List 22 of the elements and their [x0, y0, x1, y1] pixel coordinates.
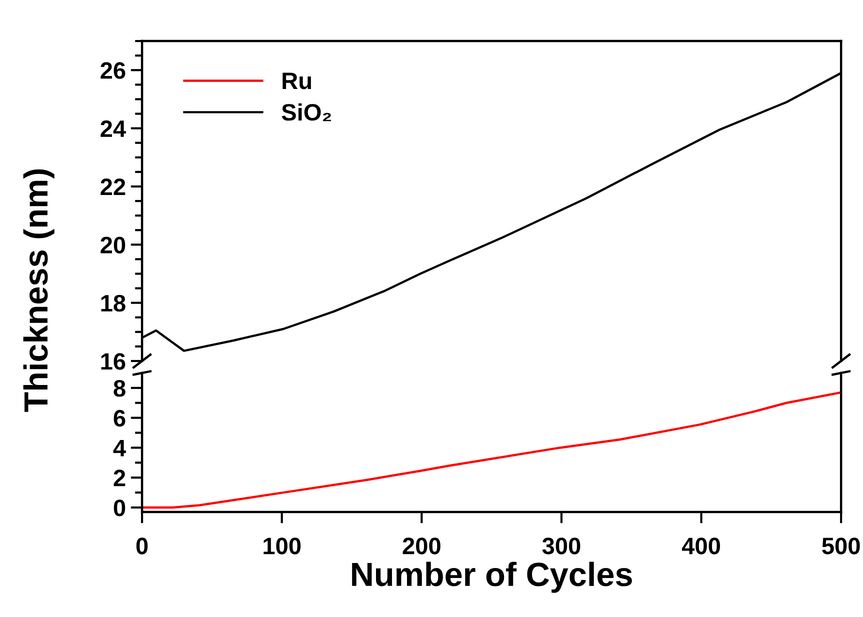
y-tick-label: 8: [114, 380, 126, 397]
x-tick-label: 200: [402, 538, 440, 554]
x-tick-label: 0: [136, 538, 148, 554]
line-series: [142, 391, 842, 509]
legend-label: SiO₂: [282, 103, 332, 122]
y-tick-label: 6: [114, 410, 126, 427]
x-tick-label: 500: [822, 538, 860, 554]
legend-label: Ru: [282, 72, 311, 90]
y-tick-label: 20: [100, 236, 126, 254]
y-tick-label: 18: [101, 294, 126, 312]
y-axis-title: Thickness (nm): [23, 169, 54, 412]
y-tick-label: 16: [101, 353, 126, 370]
y-tick-label: 22: [100, 178, 126, 196]
x-tick-label: 400: [682, 538, 720, 554]
y-tick-label: 2: [114, 470, 126, 486]
y-tick-label: 24: [100, 120, 126, 137]
y-tick-label: 0: [114, 500, 126, 516]
y-tick-label: 26: [100, 62, 126, 79]
y-tick-label: 4: [113, 440, 126, 456]
x-axis-title: Number of Cycles: [352, 562, 632, 593]
x-tick-label: 100: [264, 538, 301, 554]
x-tick-label: 300: [542, 538, 580, 554]
